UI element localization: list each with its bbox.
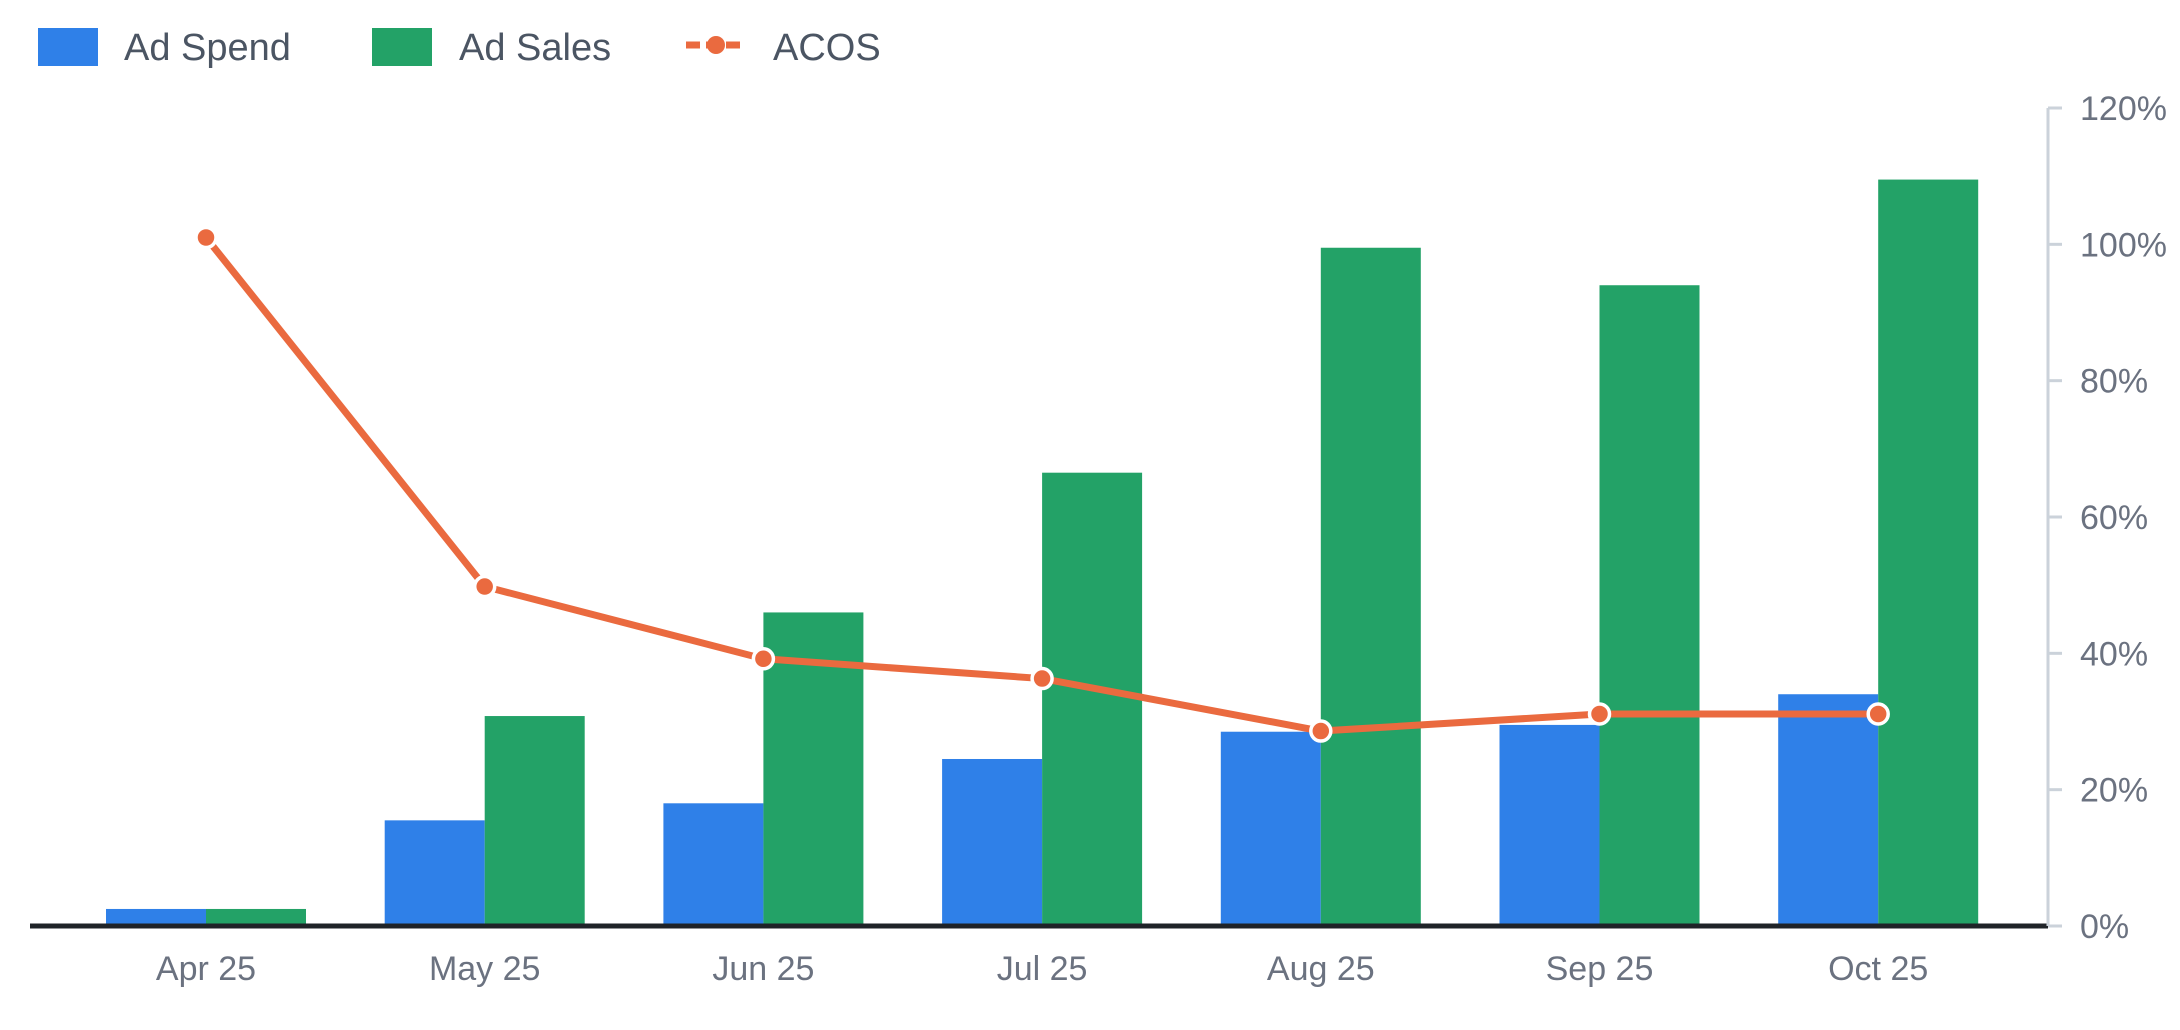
acos-point bbox=[1030, 666, 1054, 691]
x-tick-label: Apr 25 bbox=[156, 950, 256, 988]
legend-swatch-ad-sales bbox=[372, 28, 432, 66]
acos-line-layer bbox=[194, 225, 1890, 743]
y-tick-label: 60% bbox=[2080, 499, 2148, 537]
bar-ad-spend bbox=[1778, 694, 1879, 926]
legend-label-acos: ACOS bbox=[773, 27, 881, 69]
bars-layer bbox=[106, 179, 1979, 926]
bar-ad-spend bbox=[384, 820, 485, 926]
acos-point bbox=[1587, 702, 1612, 726]
bar-ad-sales bbox=[1878, 179, 1979, 926]
legend-label-ad-sales: Ad Sales bbox=[459, 27, 611, 69]
bar-ad-sales bbox=[1599, 285, 1700, 926]
x-tick-label: Jul 25 bbox=[997, 950, 1088, 988]
bar-ad-spend bbox=[1220, 731, 1321, 926]
y-axis-right: 0% 20% 40% 60% 80% 100% 120% bbox=[2046, 90, 2167, 946]
x-tick-label: Oct 25 bbox=[1828, 950, 1928, 988]
bar-ad-spend bbox=[1499, 724, 1600, 926]
acos-point bbox=[472, 574, 497, 599]
x-tick-label: May 25 bbox=[429, 950, 541, 988]
acos-point bbox=[1866, 702, 1890, 726]
legend-marker-acos bbox=[707, 36, 725, 54]
acos-point bbox=[194, 225, 218, 250]
legend-swatch-ad-spend bbox=[38, 28, 98, 66]
y-tick-label: 120% bbox=[2080, 90, 2167, 128]
x-tick-label: Aug 25 bbox=[1267, 950, 1375, 988]
acos-point bbox=[751, 647, 776, 671]
y-tick-label: 100% bbox=[2080, 226, 2167, 264]
legend: Ad Spend Ad Sales ACOS bbox=[38, 27, 881, 69]
bar-ad-sales bbox=[1320, 247, 1421, 926]
x-tick-label: Jun 25 bbox=[712, 950, 814, 988]
bar-ad-sales bbox=[1042, 472, 1143, 926]
y-tick-label: 20% bbox=[2080, 772, 2148, 810]
acos-point bbox=[1309, 719, 1333, 743]
y-tick-label: 40% bbox=[2080, 635, 2148, 673]
y-tick-label: 80% bbox=[2080, 363, 2148, 401]
x-tick-label: Sep 25 bbox=[1546, 950, 1654, 988]
bar-ad-sales bbox=[206, 908, 306, 926]
y-tick-label: 0% bbox=[2080, 908, 2129, 946]
bar-ad-spend bbox=[106, 908, 206, 926]
legend-label-ad-spend: Ad Spend bbox=[124, 27, 291, 69]
x-axis: Apr 25 May 25 Jun 25 Jul 25 Aug 25 Sep 25 Oct … bbox=[30, 923, 2048, 988]
bar-ad-spend bbox=[663, 803, 764, 926]
bar-ad-spend bbox=[942, 758, 1043, 926]
bar-ad-sales bbox=[484, 716, 585, 926]
